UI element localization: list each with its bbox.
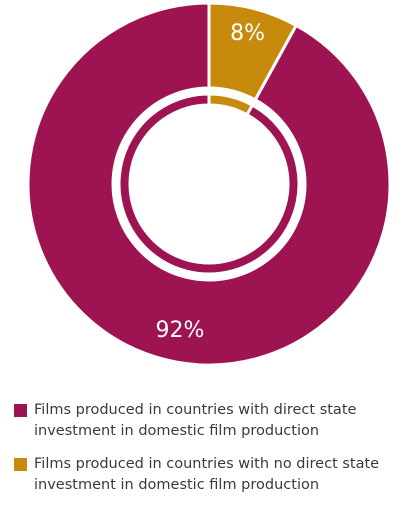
outer-slices: [26, 1, 392, 367]
legend: Films produced in countries with direct …: [14, 400, 407, 508]
legend-label-no-direct-investment: Films produced in countries with no dire…: [34, 456, 380, 493]
slice-label-no-direct-investment: 8%: [230, 21, 265, 46]
legend-label-direct-investment: Films produced in countries with direct …: [34, 402, 357, 439]
legend-item-no-direct-investment: Films produced in countries with no dire…: [14, 454, 407, 496]
slice-label-direct-investment: 92%: [156, 318, 205, 343]
donut-hole: [130, 105, 288, 263]
legend-swatch-direct-investment: [14, 404, 27, 417]
donut-chart: 8% 92%: [26, 1, 392, 367]
legend-item-direct-investment: Films produced in countries with direct …: [14, 400, 407, 442]
legend-swatch-no-direct-investment: [14, 458, 27, 471]
outer-slice-direct-investment: [26, 1, 392, 367]
slice-labels: 8% 92%: [156, 21, 265, 343]
